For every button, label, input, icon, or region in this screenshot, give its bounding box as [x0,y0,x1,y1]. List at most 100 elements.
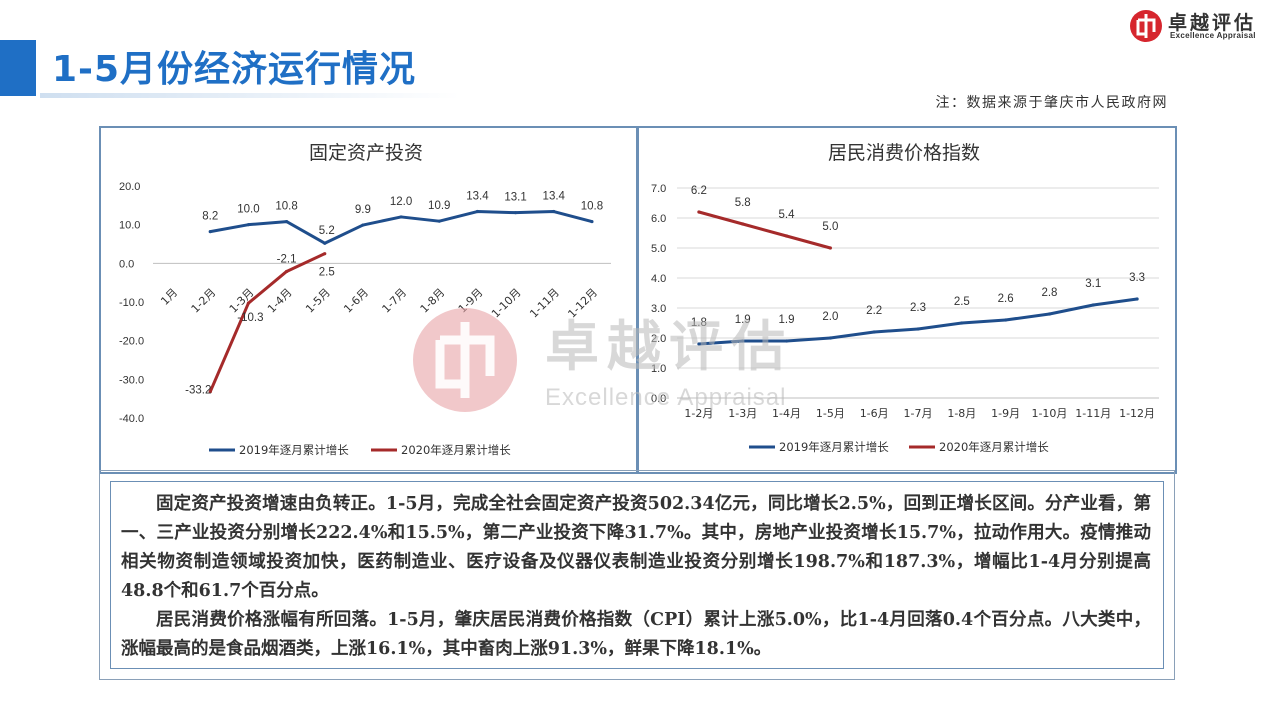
data-label: 2.6 [998,293,1014,305]
data-label: 13.4 [543,191,566,203]
y-tick-label: 7.0 [651,183,666,195]
data-label: -2.1 [277,253,297,265]
x-tick-label: 1-2月 [684,407,713,420]
series-line-2 [208,252,326,393]
data-point [784,234,789,238]
data-point [284,269,289,274]
data-label: 2.5 [319,267,335,279]
legend-label: 2019年逐月累计增长 [779,440,889,454]
x-tick-label: 1-8月 [947,407,976,420]
x-tick-label: 1月 [158,286,180,308]
data-label: 10.9 [428,200,450,212]
title-underline [40,93,460,98]
data-label: 13.1 [504,192,526,204]
page-title: 1-5月份经济运行情况 [52,49,417,90]
x-tick-label: 1-4月 [772,407,801,420]
legend-label: 2020年逐月累计增长 [401,443,511,457]
data-point [741,222,745,226]
data-label: 2.3 [910,302,926,314]
data-label: 10.8 [581,201,603,213]
logo-mark-icon [1130,10,1162,42]
x-tick-label: 1-9月 [456,286,486,316]
y-tick-label: 5.0 [651,243,666,255]
data-label: 1.9 [735,314,751,326]
legend-label: 2020年逐月累计增长 [939,440,1049,454]
data-label: 5.2 [319,225,335,237]
title-accent-bar [0,40,36,96]
chart-title: 固定资产投资 [309,142,423,164]
data-label: 2.8 [1041,287,1057,299]
legend-label: 2019年逐月累计增长 [239,443,349,457]
y-tick-label: 4.0 [651,273,666,285]
data-point [872,330,876,334]
data-label: -10.3 [237,312,263,324]
y-tick-label: 2.0 [651,333,666,345]
data-label: 2.0 [822,311,838,323]
fixed-asset-chart-panel: 固定资产投资 20.0 10.0 0.0 -10.0 -20.0 -30.0 -40.0 1月 1… [99,126,638,474]
data-point [697,210,701,214]
y-tick-label: 6.0 [651,213,666,225]
data-point [399,215,403,219]
logo-text: 卓越评估 [1168,12,1257,34]
data-label: 8.2 [202,211,218,223]
paragraph-fixed-asset: 固定资产投资增速由负转正。1-5月，完成全社会固定资产投资502.34亿元，同比… [121,494,1151,601]
y-tick-label: 0.0 [651,393,666,405]
data-label: 5.0 [822,221,838,233]
data-point [960,321,964,325]
y-tick-label: 10.0 [119,220,140,232]
x-tick-label: 1-7月 [380,286,410,316]
x-tick-label: 1-7月 [904,407,933,420]
data-point [475,209,480,214]
paragraph-cpi: 居民消费价格涨幅有所回落。1-5月，肇庆居民消费价格指数（CPI）累计上涨5.0… [121,610,1151,659]
data-point [284,219,289,224]
x-tick-label: 1-9月 [991,407,1020,420]
data-point [552,209,556,214]
cpi-chart: 居民消费价格指数 7.0 6.0 5.0 4.0 3.0 2.0 1.0 0.0 1-2月 1-3月… [651,142,1159,454]
y-tick-label: -40.0 [119,413,144,425]
data-point [246,301,251,305]
text-box: 固定资产投资增速由负转正。1-5月，完成全社会固定资产投资502.34亿元，同比… [110,481,1164,669]
x-tick-label: 1-4月 [265,286,295,316]
data-label: 12.0 [390,196,412,208]
data-label: 2.5 [954,296,970,308]
data-point [697,342,701,346]
data-label: 2.2 [866,305,882,317]
y-tick-label: 3.0 [651,303,666,315]
data-point [323,252,327,256]
x-tick-label: 1-5月 [303,286,333,316]
y-tick-label: -30.0 [119,374,144,386]
data-point [1135,297,1139,301]
data-point [1047,312,1052,316]
y-tick-label: 1.0 [651,363,666,375]
data-point [828,336,832,340]
data-label: 10.0 [237,204,259,216]
y-tick-label: 20.0 [119,181,140,193]
data-point [1004,318,1008,322]
x-tick-label: 1-6月 [341,286,371,316]
data-point [208,390,212,394]
data-point [361,223,365,227]
x-tick-label: 1-3月 [728,407,757,420]
x-tick-label: 1-11月 [1075,407,1111,420]
data-point [323,241,327,245]
x-tick-label: 1-10月 [1031,407,1067,420]
data-label: -33.2 [185,385,211,397]
x-tick-label: 1-10月 [489,286,524,321]
x-tick-label: 1-12月 [1119,407,1155,420]
data-point [916,327,920,331]
data-point [513,211,518,215]
data-label: 3.3 [1129,272,1145,284]
x-tick-label: 1-8月 [418,286,448,316]
data-label: 6.2 [691,185,707,197]
data-point [437,219,441,223]
chart-title: 居民消费价格指数 [828,142,980,164]
data-label: 3.1 [1085,278,1101,290]
cpi-chart-panel: 居民消费价格指数 7.0 6.0 5.0 4.0 3.0 2.0 1.0 0.0 1-2月 1-3月… [637,126,1177,474]
x-tick-label: 1-2月 [189,286,219,316]
data-point [590,219,594,224]
data-label: 13.4 [466,191,489,203]
data-label: 10.8 [275,201,297,213]
x-tick-label: 1-6月 [860,407,889,420]
x-tick-label: 1-12月 [565,286,600,321]
fixed-asset-chart: 固定资产投资 20.0 10.0 0.0 -10.0 -20.0 -30.0 -40.0 1月 1… [119,142,611,457]
